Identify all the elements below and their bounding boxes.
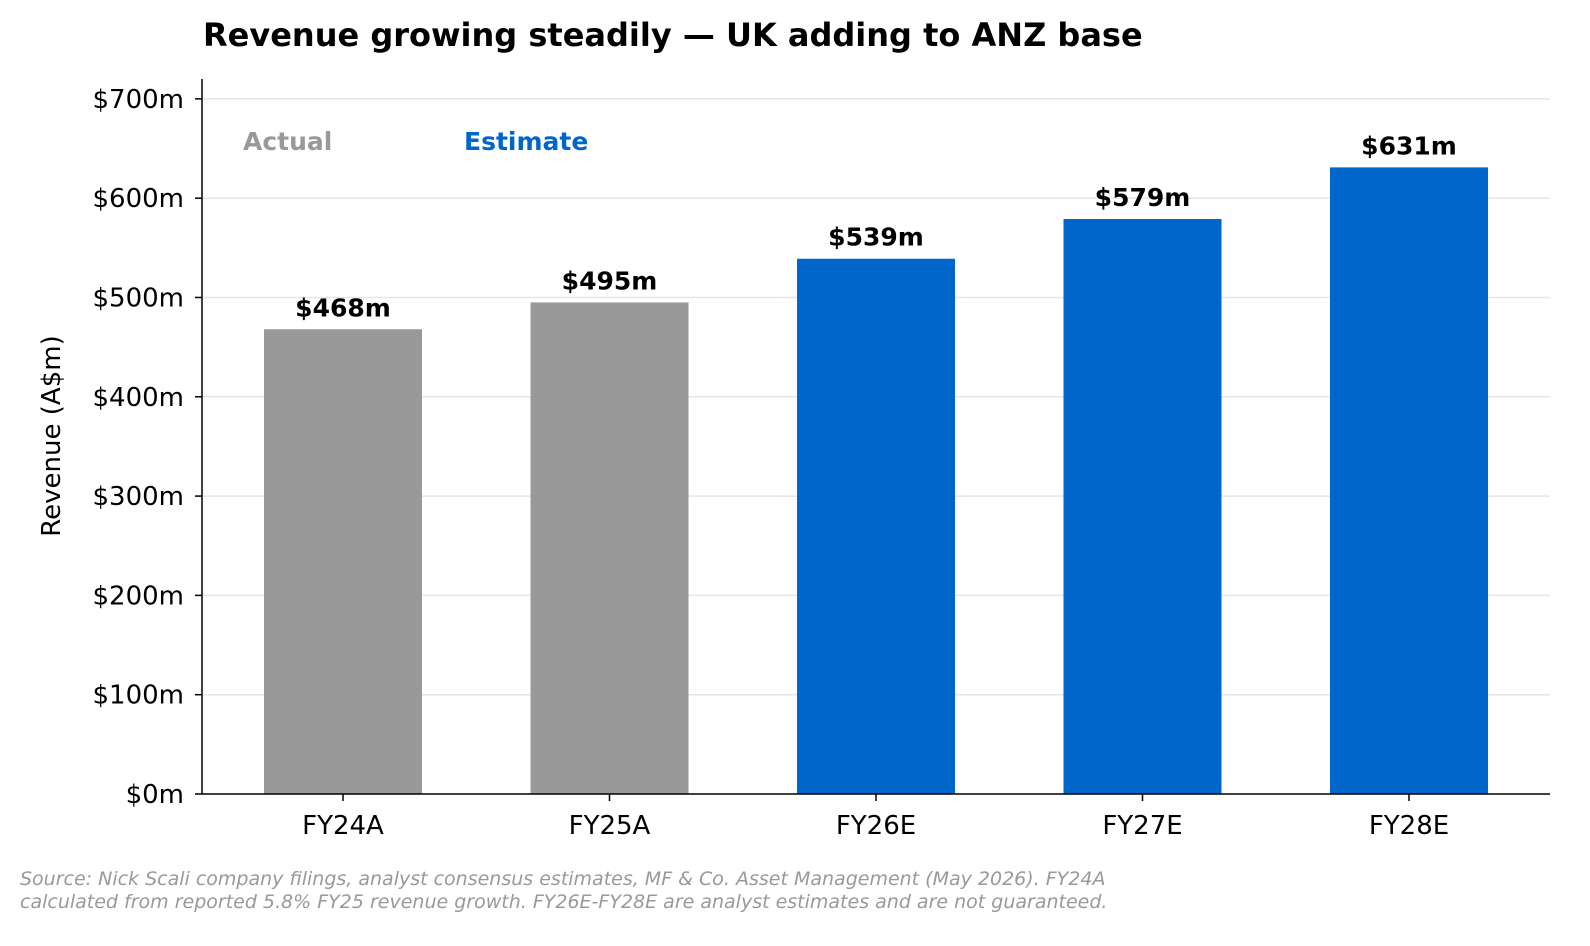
footnote-line-1: Source: Nick Scali company filings, anal… [20,868,1106,890]
x-tick-label: FY25A [569,811,651,841]
x-tick-label: FY24A [302,811,384,841]
bar-fy26e [797,258,955,794]
value-label-fy25a: $495m [562,266,658,295]
y-tick-label: $0m [126,780,184,810]
footnote-line-2: calculated from reported 5.8% FY25 reven… [20,891,1108,913]
x-axis-ticks: FY24A FY25A FY26E FY27E FY28E [302,794,1449,841]
y-tick-label: $100m [93,681,185,711]
revenue-bar-chart: Revenue growing steadily — UK adding to … [37,16,1550,841]
x-tick-label: FY28E [1369,811,1449,841]
value-label-fy27e: $579m [1095,183,1191,212]
y-tick-label: $700m [93,85,185,115]
y-axis-label: Revenue (A$m) [37,335,67,536]
y-tick-label: $600m [93,184,185,214]
bar-fy28e [1330,167,1488,794]
x-tick-label: FY26E [836,811,916,841]
y-tick-label: $200m [93,581,185,611]
bar-fy25a [530,302,689,794]
y-tick-label: $500m [93,283,185,313]
source-footnote: Source: Nick Scali company filings, anal… [20,868,1320,914]
y-tick-label: $300m [93,482,185,512]
y-axis-ticks: $0m $100m $200m $300m $400m $500m $600m $700m [93,85,202,810]
value-label-fy24a: $468m [295,293,391,322]
annotation-estimate: Estimate [464,127,588,156]
bar-fy24a [264,329,422,794]
value-label-fy26e: $539m [828,223,924,252]
annotation-actual: Actual [243,127,332,156]
chart-title: Revenue growing steadily — UK adding to … [203,16,1143,54]
bars [264,167,1488,795]
value-label-fy28e: $631m [1361,131,1457,160]
value-labels: $468m $495m $539m $579m $631m [295,131,1457,322]
bar-fy27e [1063,219,1222,795]
x-tick-label: FY27E [1102,811,1182,841]
y-tick-label: $400m [93,383,185,413]
